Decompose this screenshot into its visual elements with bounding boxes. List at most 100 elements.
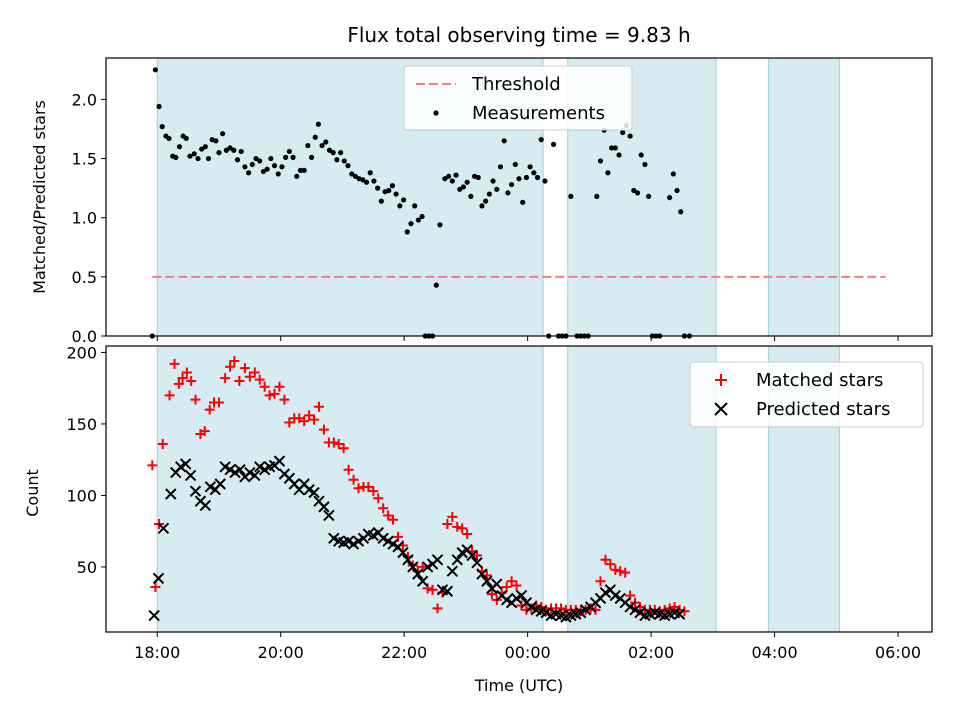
legend-measurements-swatch [433,110,439,116]
measurement-point [166,135,172,142]
measurement-point [238,148,244,155]
measurement-point [634,190,641,196]
matched-stars-point [313,401,324,412]
measurement-point [542,178,548,184]
top-y-axis-label: Matched/Predicted stars [30,100,49,294]
measurement-point [156,103,162,110]
measurement-point [412,203,418,209]
predicted-stars-point [165,488,177,500]
legend-matched-swatch [715,374,727,386]
matched-stars-point [150,581,161,592]
measurement-point [173,154,179,160]
y-tick-label: 150 [66,415,97,434]
predicted-stars-point [446,565,459,577]
measurement-point [520,199,526,205]
matched-stars-point [220,373,231,384]
measurement-point [363,179,370,185]
matched-stars-point [309,414,320,425]
measurement-point [308,154,315,160]
measurement-point [253,155,259,162]
matched-stars-point [328,437,339,448]
measurement-point [404,229,410,235]
measurement-point [501,138,507,144]
predicted-stars-point [476,568,488,580]
measurement-point [260,168,267,175]
predicted-stars-point [323,509,335,522]
matched-stars-point [348,474,359,485]
measurement-point [345,163,351,169]
x-tick-label: 00:00 [505,643,551,662]
shaded-interval [156,345,544,633]
measurement-point [334,157,340,163]
measurement-point [286,148,292,155]
measurement-point [367,170,373,176]
measurement-point [523,174,530,181]
y-tick-label: 1.5 [72,150,97,169]
measurement-point [616,152,622,158]
measurement-point [486,191,492,197]
predicted-stars-point [249,469,261,482]
bottom-panel: 50 100 150 200 18:00 20:00 22:00 00:00 02:00 04:0… [66,343,933,662]
predicted-stars-point [441,585,454,597]
matched-stars-point [501,581,512,592]
matched-stars-point [615,566,626,577]
measurement-point [449,178,455,184]
measurement-point [371,178,377,184]
measurement-point [442,176,448,182]
measurement-point [159,124,165,130]
axes-frame [105,57,933,337]
measurement-point [227,145,233,151]
y-tick-label: 100 [66,486,97,505]
measurement-point [490,178,496,184]
matched-stars-point [343,464,354,475]
measurement-point [415,217,421,223]
predicted-stars-point [184,469,197,482]
matched-stars-point [427,584,438,595]
measurement-point [216,150,222,156]
matched-stars-point [186,376,197,387]
measurement-point [646,193,652,200]
measurement-point [246,170,252,176]
measurement-point [378,198,384,204]
matched-stars-point [457,523,468,534]
measurement-point [231,147,237,153]
measurement-point [191,151,197,157]
measurement-point [527,164,533,170]
measurement-point [400,197,407,203]
measurement-point [408,221,414,227]
measurement-point [375,185,381,191]
y-tick-label: 0.5 [72,268,97,287]
measurement-point [349,171,355,177]
matched-stars-point [442,519,453,530]
x-tick-label: 20:00 [258,643,304,662]
matched-stars-point [239,363,250,374]
measurement-point [516,176,522,182]
matched-stars-point [605,559,616,570]
predicted-stars-point [673,608,686,620]
measurement-point [220,131,226,137]
measurement-point [475,174,481,181]
measurement-point [330,150,336,156]
matched-stars-point [190,394,201,405]
measurement-point [674,187,680,194]
legend-box [689,361,924,428]
y-tick-label: 50 [77,558,97,577]
legend-box [403,65,633,131]
x-tick-label: 04:00 [752,643,798,662]
measurement-point [464,179,470,185]
predicted-stars-point [318,501,330,513]
measurement-point [249,161,255,168]
measurement-point [497,164,504,170]
matched-stars-point [373,493,384,504]
measurement-point [199,146,205,152]
predicted-stars-point [471,556,483,569]
predicted-stars-point [234,463,246,476]
matched-stars-point [555,603,566,614]
measurement-point [631,187,637,194]
matched-stars-point [229,356,240,367]
top-panel: 0.0 0.5 1.0 1.5 2.0 Threshold Measurements [72,57,933,346]
measurement-point [627,133,633,139]
matched-stars-point [177,373,188,384]
matched-stars-point [388,514,399,525]
matched-stars-point [353,483,364,494]
